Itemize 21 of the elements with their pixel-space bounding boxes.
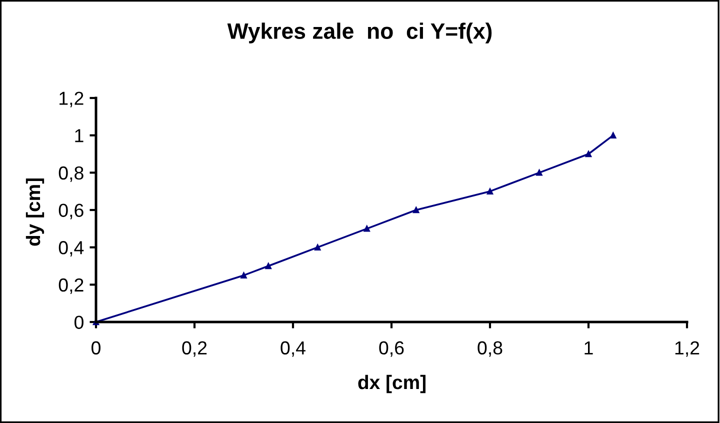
x-tick-label: 1: [584, 341, 593, 354]
point: [585, 150, 592, 158]
x-tick-label: 0,4: [280, 341, 306, 357]
x-tick-label: 0,8: [478, 341, 502, 357]
x-tick-label: 0,6: [379, 341, 404, 357]
y-tick-label: 0,4: [58, 241, 84, 257]
x-axis-title: dx [cm]: [358, 374, 426, 394]
y-tick-label: 0,8: [58, 166, 84, 182]
point: [413, 206, 420, 214]
point: [486, 188, 494, 194]
x-tick-label: 0: [92, 341, 100, 355]
y-tick-label: 0: [74, 316, 84, 329]
point: [265, 262, 272, 270]
y-tick-label: 0,2: [58, 278, 84, 294]
y-tick-label: 0,6: [58, 204, 84, 220]
x-tick-label: 1,2: [675, 341, 700, 357]
y-tick-label: 1: [75, 129, 84, 142]
y-axis-title: dy [cm]: [26, 178, 44, 246]
x-tick-label: 0,2: [182, 341, 207, 357]
chart-title: Wykres zale no ci Y=f(x): [227, 22, 492, 44]
y-tick-label: 1,2: [60, 92, 84, 108]
